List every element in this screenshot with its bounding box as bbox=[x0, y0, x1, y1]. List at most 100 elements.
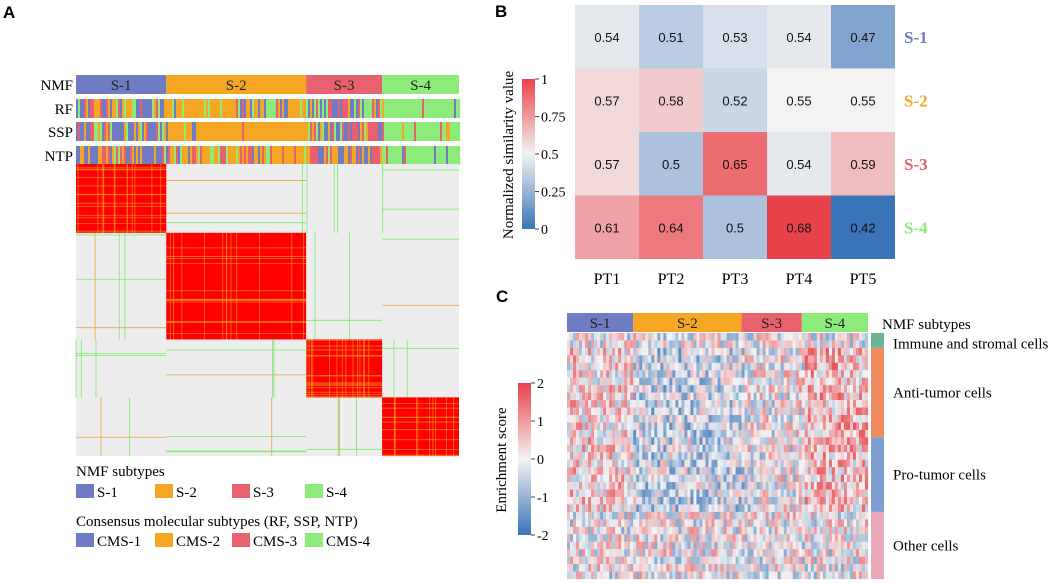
a-cms-stripe bbox=[160, 146, 163, 165]
c-heatmap-cell bbox=[855, 549, 860, 557]
c-heatmap-cell bbox=[621, 549, 625, 557]
a-cms-stripe bbox=[328, 146, 331, 165]
c-heatmap-cell bbox=[846, 437, 851, 445]
c-heatmap-cell bbox=[729, 564, 733, 572]
a-cms-stripe bbox=[154, 122, 157, 141]
c-heatmap-cell bbox=[645, 429, 649, 438]
a-cms-stripe bbox=[214, 146, 217, 165]
c-heatmap-cell bbox=[822, 534, 827, 542]
c-heatmap-cell bbox=[642, 444, 646, 453]
a-cms-stripe bbox=[428, 122, 431, 141]
c-heatmap-cell bbox=[624, 541, 628, 550]
a-cms-stripe bbox=[138, 146, 141, 165]
c-heatmap-cell bbox=[708, 534, 712, 542]
c-heatmap-cell bbox=[657, 385, 661, 393]
c-heatmap-cell bbox=[735, 415, 739, 423]
c-heatmap-cell bbox=[591, 362, 595, 371]
c-heatmap-cell bbox=[813, 511, 817, 520]
c-heatmap-cell bbox=[711, 340, 715, 349]
c-heatmap-cell bbox=[846, 429, 851, 438]
c-heatmap-cell bbox=[711, 407, 715, 416]
c-heatmap-cell bbox=[720, 415, 724, 423]
c-heatmap-cell bbox=[714, 385, 718, 393]
c-heatmap-cell bbox=[630, 437, 634, 445]
c-heatmap-cell bbox=[681, 437, 685, 445]
c-heatmap-cell bbox=[636, 526, 640, 535]
c-heatmap-cell bbox=[774, 489, 778, 498]
c-heatmap-cell bbox=[843, 362, 848, 371]
c-heatmap-cell bbox=[744, 504, 748, 513]
c-heatmap-cell bbox=[681, 556, 685, 565]
c-heatmap-cell bbox=[666, 355, 670, 363]
a-cms-stripe bbox=[212, 122, 215, 141]
c-heatmap-cell bbox=[600, 511, 604, 520]
a-cms-stripe bbox=[226, 122, 229, 141]
c-heatmap-cell bbox=[765, 549, 769, 557]
a-cms-stripe bbox=[142, 99, 145, 118]
c-heatmap-cell bbox=[834, 407, 839, 416]
c-heatmap-cell bbox=[603, 541, 607, 550]
c-heatmap-cell bbox=[858, 534, 863, 542]
a-cms-stripe bbox=[310, 146, 313, 165]
a-cms-stripe bbox=[182, 146, 185, 165]
c-heatmap-cell bbox=[726, 504, 730, 513]
c-heatmap-cell bbox=[849, 444, 854, 453]
c-heatmap-cell bbox=[624, 459, 628, 468]
c-heatmap-cell bbox=[582, 467, 586, 475]
c-heatmap-cell bbox=[717, 377, 721, 386]
c-heatmap-cell bbox=[591, 556, 595, 565]
a-cms-stripe bbox=[216, 122, 219, 141]
c-heatmap-cell bbox=[732, 422, 736, 431]
c-heatmap-cell bbox=[723, 444, 727, 453]
c-heatmap-cell bbox=[696, 571, 700, 580]
a-cms-stripe bbox=[114, 146, 117, 165]
c-heatmap-cell bbox=[696, 504, 700, 513]
c-heatmap-cell bbox=[675, 415, 679, 423]
c-heatmap-cell bbox=[621, 355, 625, 363]
c-heatmap-cell bbox=[657, 340, 661, 349]
c-heatmap-cell bbox=[660, 333, 664, 341]
a-cms-stripe bbox=[244, 122, 247, 141]
c-heatmap-cell bbox=[696, 452, 700, 460]
c-heatmap-cell bbox=[771, 467, 775, 475]
c-heatmap-cell bbox=[825, 347, 830, 356]
c-heatmap-cell bbox=[741, 429, 745, 438]
c-heatmap-cell bbox=[597, 377, 601, 386]
c-heatmap-cell bbox=[801, 347, 805, 356]
c-heatmap-cell bbox=[657, 519, 661, 527]
c-heatmap-cell bbox=[822, 564, 827, 572]
a-cms-stripe bbox=[316, 122, 319, 141]
c-heatmap-cell bbox=[780, 429, 784, 438]
c-heatmap-cell bbox=[738, 377, 742, 386]
c-heatmap-cell bbox=[711, 497, 715, 505]
a-cms-stripe bbox=[334, 99, 337, 118]
c-heatmap-cell bbox=[726, 526, 730, 535]
b-cell-label: 0.57 bbox=[594, 157, 619, 172]
a-cms-stripe bbox=[252, 122, 255, 141]
c-heatmap-cell bbox=[753, 534, 757, 542]
c-heatmap-cell bbox=[615, 407, 619, 416]
c-heatmap-cell bbox=[771, 429, 775, 438]
a-cms-stripe bbox=[330, 99, 333, 118]
c-heatmap-cell bbox=[795, 392, 799, 401]
c-heatmap-cell bbox=[600, 549, 604, 557]
a-legend-nmf-swatch bbox=[232, 484, 250, 498]
c-heatmap-cell bbox=[594, 400, 598, 408]
c-heatmap-cell bbox=[711, 467, 715, 475]
c-heatmap-cell bbox=[861, 333, 866, 341]
c-heatmap-cell bbox=[582, 415, 586, 423]
a-cms-stripe bbox=[340, 122, 343, 141]
c-heatmap-cell bbox=[807, 340, 811, 349]
a-cms-stripe bbox=[166, 99, 169, 118]
a-cms-stripe bbox=[432, 99, 435, 118]
c-heatmap-cell bbox=[684, 340, 688, 349]
c-heatmap-cell bbox=[660, 392, 664, 401]
c-heatmap-cell bbox=[642, 549, 646, 557]
c-heatmap-cell bbox=[846, 362, 851, 371]
a-cms-stripe bbox=[214, 122, 217, 141]
c-heatmap-cell bbox=[585, 355, 589, 363]
c-heatmap-cell bbox=[693, 385, 697, 393]
c-heatmap-cell bbox=[678, 437, 682, 445]
c-heatmap-cell bbox=[723, 340, 727, 349]
c-heatmap-cell bbox=[741, 526, 745, 535]
